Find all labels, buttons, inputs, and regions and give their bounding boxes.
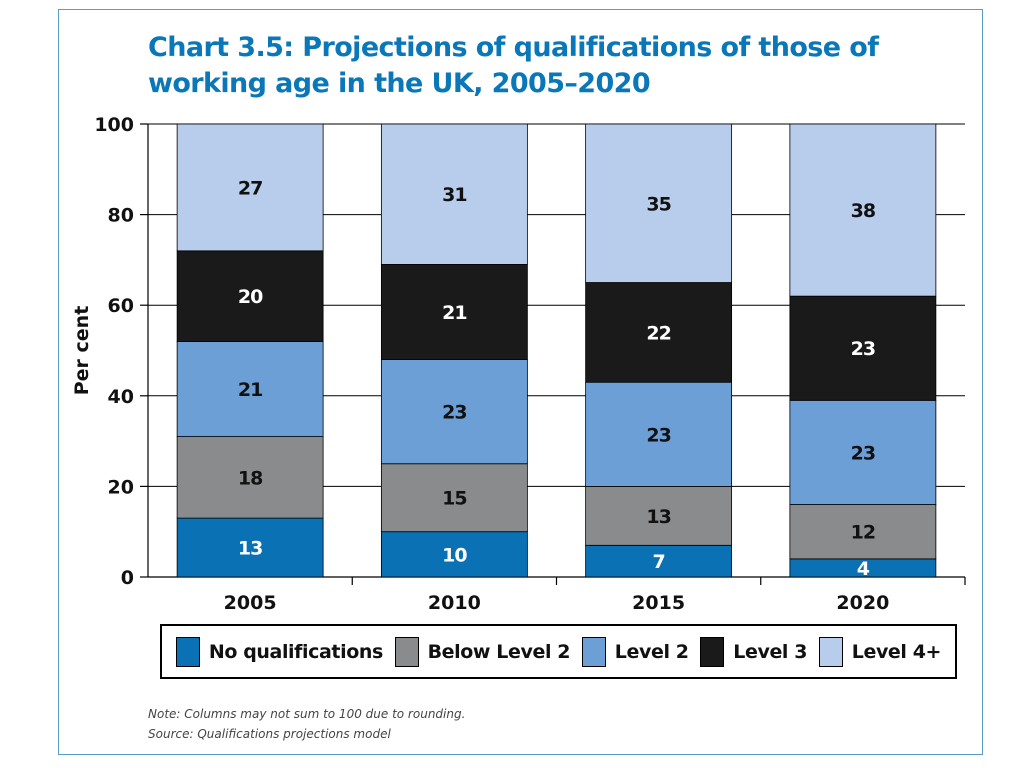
legend-swatch xyxy=(175,636,200,667)
y-tick-label: 0 xyxy=(121,567,134,589)
data-label: 10 xyxy=(442,544,467,566)
data-label: 22 xyxy=(646,322,670,344)
bar-segment xyxy=(585,123,733,283)
note-text: Note: Columns may not sum to 100 due to … xyxy=(148,707,466,721)
data-label: 23 xyxy=(851,338,875,360)
data-label: 7 xyxy=(653,551,665,573)
legend-item: Below Level 2 xyxy=(394,636,571,667)
x-tick-label: 2020 xyxy=(836,592,889,614)
y-tick-label: 40 xyxy=(108,386,134,408)
chart-notes: Note: Columns may not sum to 100 due to … xyxy=(148,704,465,744)
chart-frame xyxy=(58,9,983,755)
legend-swatch xyxy=(394,636,419,667)
bar-segment xyxy=(380,531,528,578)
data-label: 13 xyxy=(238,538,262,560)
y-tick-label: 100 xyxy=(94,114,134,136)
legend-label: No qualifications xyxy=(208,640,383,663)
y-axis-label: Per cent xyxy=(71,306,93,396)
legend-label: Level 2 xyxy=(614,640,689,663)
bar-segment xyxy=(585,381,733,487)
legend-label: Below Level 2 xyxy=(427,640,571,663)
data-label: 31 xyxy=(442,184,466,206)
bar-segment xyxy=(176,341,324,437)
bar-segment xyxy=(176,517,324,578)
bar-segment xyxy=(585,485,733,546)
bar-segment xyxy=(176,250,324,342)
legend-item: Level 4+ xyxy=(818,636,942,667)
bar-segment xyxy=(789,504,937,560)
x-tick-label: 2015 xyxy=(632,592,685,614)
bar-segment xyxy=(380,463,528,533)
bar-segment xyxy=(789,295,937,401)
data-label: 15 xyxy=(442,488,466,510)
data-label: 35 xyxy=(646,193,670,215)
bar-segment xyxy=(789,123,937,297)
legend-item: No qualifications xyxy=(175,636,383,667)
bar-segment xyxy=(380,359,528,465)
data-label: 23 xyxy=(646,424,670,446)
y-tick-label: 80 xyxy=(108,205,134,227)
x-tick-label: 2005 xyxy=(224,592,277,614)
y-tick-label: 60 xyxy=(108,295,134,317)
data-label: 21 xyxy=(442,302,466,324)
data-label: 23 xyxy=(851,442,875,464)
bar-segment xyxy=(585,544,733,578)
data-label: 18 xyxy=(238,467,263,489)
source-text: Source: Qualifications projections model xyxy=(148,727,391,741)
bar-segment xyxy=(585,282,733,383)
legend-swatch xyxy=(581,636,606,667)
bar-segment xyxy=(789,399,937,505)
legend-label: Level 3 xyxy=(733,640,808,663)
legend-swatch xyxy=(700,636,725,667)
legend-item: Level 2 xyxy=(581,636,689,667)
data-label: 23 xyxy=(442,402,466,424)
x-tick-label: 2010 xyxy=(428,592,481,614)
bar-segment xyxy=(176,123,324,252)
data-label: 13 xyxy=(646,506,670,528)
data-label: 27 xyxy=(238,177,262,199)
chart-title: Chart 3.5: Projections of qualifications… xyxy=(148,32,879,99)
data-label: 38 xyxy=(851,200,876,222)
data-label: 12 xyxy=(851,522,875,544)
data-label: 21 xyxy=(238,379,262,401)
bar-segment xyxy=(176,436,324,519)
data-label: 4 xyxy=(857,558,870,580)
chart-legend: No qualifications Below Level 2 Level 2 Lev… xyxy=(160,624,957,679)
legend-swatch xyxy=(818,636,843,667)
bar-segment xyxy=(380,123,528,265)
legend-label: Level 4+ xyxy=(851,640,942,663)
y-tick-label: 20 xyxy=(108,476,134,498)
legend-item: Level 3 xyxy=(700,636,808,667)
data-label: 20 xyxy=(238,286,263,308)
